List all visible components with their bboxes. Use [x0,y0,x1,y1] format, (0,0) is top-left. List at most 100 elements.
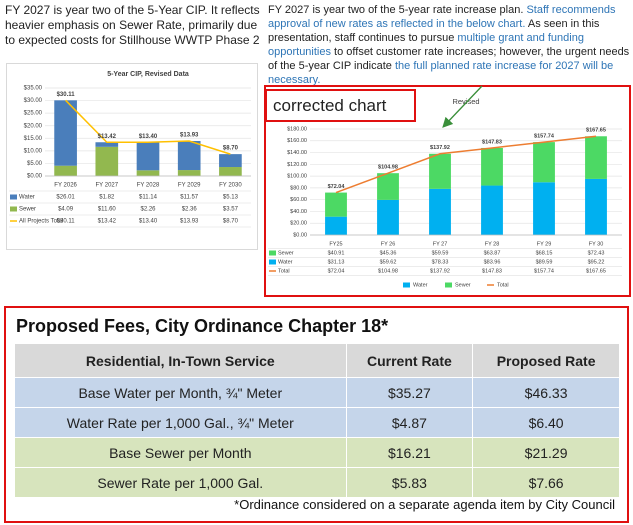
data-label: $104.98 [378,165,398,171]
table-row: Water Rate per 1,000 Gal., ¾" Meter $4.87… [14,407,620,438]
table-value: $31.13 [328,259,345,265]
y-tick-label: $0.00 [293,232,307,238]
header-row: Residential, In-Town Service Current Rate… [14,343,620,378]
y-tick-label: $140.00 [287,150,307,156]
y-tick-label: $15.00 [24,136,43,142]
text-segment: multiple grant and funding opportunities [268,32,584,58]
table-cell: $21.29 [472,437,620,468]
line-series [65,99,231,155]
data-label: $30.11 [57,92,76,98]
plan-text: FY 2027 is year two of the 5-year rate i… [268,3,630,87]
bar [429,188,451,235]
text-segment: Staff recommends approval of new rates a… [268,4,616,30]
table-value: $13.93 [180,219,199,225]
cip-chart: 5-Year CIP, Revised Data $0.00 $5.00 $10.00… [9,71,251,228]
bar [95,146,119,176]
table-value: $8.70 [223,219,239,225]
row-label: Water [19,195,35,201]
table-row: Sewer Rate per 1,000 Gal. $5.83 $7.66 [14,467,620,498]
table-value: $40.91 [328,250,345,256]
y-tick-label: $80.00 [290,185,307,191]
legend-swatch [403,282,410,288]
legend-swatch [269,259,276,265]
table-value: $104.98 [378,268,398,274]
y-tick-label: $5.00 [27,161,43,167]
y-tick-label: $60.00 [290,197,307,203]
table-value: $45.36 [380,250,397,256]
y-tick-label: $10.00 [24,148,43,154]
table-value: $95.22 [588,259,605,265]
text-segment: FY 2027 is year two of the 5-year rate i… [268,4,527,16]
data-label: $137.92 [430,145,450,151]
table-value: $2.26 [140,207,156,213]
x-tick-label: FY 30 [589,241,604,247]
table-body: Base Water per Month, ¾" Meter $35.27 $46.… [14,377,620,498]
y-tick-label: $0.00 [27,174,43,180]
table-cell: $35.27 [345,377,474,408]
table-value: $72.04 [328,268,345,274]
bar [429,153,451,189]
table-value: $3.57 [223,207,239,213]
table-cell: Base Sewer per Month [14,437,347,468]
legend-swatch [269,250,276,256]
table-value: $30.11 [57,219,76,225]
x-tick-label: FY 28 [485,241,500,247]
bar [136,170,160,176]
row-label: Total [278,268,290,274]
legend-label: Total [497,282,509,288]
table-cell: Base Water per Month, ¾" Meter [14,377,347,408]
bar [95,142,119,147]
x-tick-label: FY25 [329,241,342,247]
x-tick-label: FY 26 [381,241,396,247]
column-header: Current Rate [345,343,474,378]
fee-panel: Proposed Fees, City Ordinance Chapter 18… [4,306,629,523]
data-label: $13.93 [180,133,199,139]
bar [54,165,77,176]
table-value: $13.40 [139,219,158,225]
bar [481,185,503,235]
row-label: Sewer [278,250,294,256]
table-cell: $46.33 [472,377,620,408]
table-cell: Water Rate per 1,000 Gal., ¾" Meter [14,407,347,438]
table-value: $5.13 [223,195,239,201]
table-value: $157.74 [534,268,554,274]
bar [177,140,201,171]
bar [325,216,347,235]
cip-chart-frame: 5-Year CIP, Revised Data $0.00 $5.00 $10.00… [6,63,258,250]
data-label: $72.04 [328,184,346,190]
table-value: $63.87 [484,250,501,256]
table-value: $83.96 [484,259,501,265]
x-tick-label: FY 2030 [219,183,242,189]
table-value: $1.82 [99,195,115,201]
data-label: $13.42 [98,134,117,140]
footnote: *Ordinance considered on a separate agen… [234,497,615,512]
x-tick-label: FY 2026 [54,183,77,189]
revised-chart: Revised $0.00 $20.00 $40.00 $60.00 $80.00 $100… [268,97,622,288]
legend-label: Sewer [455,282,471,288]
bar [585,178,607,235]
column-header: Proposed Rate [472,343,620,378]
table-value: $59.59 [432,250,449,256]
fee-table: Residential, In-Town Service Current Rate… [14,343,620,498]
bar [585,136,607,179]
table-value: $26.01 [56,195,75,201]
data-label: $147.83 [482,139,502,145]
data-label: $157.74 [534,134,555,140]
y-tick-label: $20.00 [24,123,43,129]
bar [219,167,242,176]
text-segment: As seen in this presentation, staff cont… [268,18,600,44]
data-label: $8.70 [223,146,239,152]
legend-label: Water [413,282,428,288]
table-cell: $4.87 [345,407,474,438]
table-value: $2.36 [182,207,198,213]
y-tick-label: $160.00 [287,138,307,144]
bar [481,147,503,186]
x-tick-label: FY 2028 [137,183,160,189]
x-tick-label: FY 27 [433,241,448,247]
bar [377,173,399,200]
bar [54,100,77,166]
table-value: $147.83 [482,268,502,274]
x-tick-label: FY 29 [537,241,552,247]
table-value: $72.43 [588,250,605,256]
